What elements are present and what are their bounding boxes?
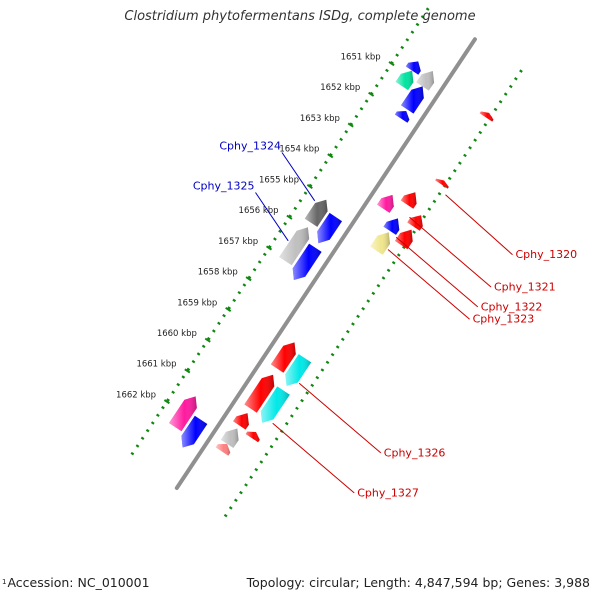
kbp-tick-label: 1653 kbp xyxy=(300,114,340,124)
kbp-tick xyxy=(225,306,232,312)
gene-label-leader xyxy=(395,236,479,308)
gene-label-leader xyxy=(255,192,289,242)
accession-text: Accession: NC_010001 xyxy=(7,575,150,590)
gene-label-leader xyxy=(298,382,382,454)
kbp-ticks: 1651 kbp 1652 kbp 1653 kbp 1654 kbp 1655 kbp… xyxy=(116,52,395,405)
gene-feature-shade xyxy=(220,428,239,448)
kbp-tick-label: 1659 kbp xyxy=(177,298,217,308)
gene-label-leader xyxy=(409,216,492,288)
gene-feature-shade xyxy=(233,413,249,430)
gene-feature-shade xyxy=(370,232,390,255)
gene-feature-shade xyxy=(479,111,494,122)
gene-label: Cphy_1322 xyxy=(481,300,543,313)
gene-label: Cphy_1326 xyxy=(384,446,446,459)
kbp-tick-label: 1658 kbp xyxy=(198,268,238,278)
map-title: Clostridium phytofermentans ISDg, comple… xyxy=(124,9,476,24)
start-marker: 1 xyxy=(2,578,7,586)
kbp-tick-label: 1656 kbp xyxy=(239,206,279,216)
gene-feature-shade xyxy=(400,192,417,209)
gene-label-leader xyxy=(387,249,470,320)
gene-features xyxy=(169,61,494,456)
gene-feature-shade xyxy=(435,178,449,189)
gene-feature-shade xyxy=(279,227,310,266)
genome-summary: Topology: circular; Length: 4,847,594 bp… xyxy=(246,575,590,590)
ruler-rings xyxy=(128,7,523,520)
gene-feature-shade xyxy=(169,396,197,432)
kbp-tick-label: 1655 kbp xyxy=(259,175,299,185)
kbp-tick-label: 1660 kbp xyxy=(157,329,197,339)
kbp-tick xyxy=(368,91,375,97)
gene-feature-shade xyxy=(244,374,275,413)
kbp-tick xyxy=(265,245,273,251)
gene-feature-shade xyxy=(181,415,208,448)
kbp-tick-label: 1654 kbp xyxy=(279,145,319,155)
gene-feature-shade xyxy=(317,212,342,244)
gene-label: Cphy_1320 xyxy=(516,248,578,261)
gene-feature-shade xyxy=(260,386,290,423)
kbp-tick xyxy=(204,337,211,343)
gene-feature-shade xyxy=(405,61,421,75)
gene-feature-shade xyxy=(416,71,435,91)
gene-label: Cphy_1325 xyxy=(193,180,255,193)
gene-feature-shade xyxy=(304,199,328,227)
gene-label: Cphy_1327 xyxy=(357,486,419,499)
gene-feature-shade xyxy=(395,229,413,250)
gene-label: Cphy_1321 xyxy=(494,281,556,294)
gene-feature-shade xyxy=(270,342,296,373)
kbp-tick-label: 1662 kbp xyxy=(116,391,156,401)
gene-label: Cphy_1323 xyxy=(473,313,535,326)
kbp-tick xyxy=(163,399,170,405)
kbp-tick xyxy=(245,276,252,282)
gene-feature-shade xyxy=(215,443,231,456)
kbp-tick xyxy=(286,214,293,220)
gene-feature-shade xyxy=(395,70,414,91)
gene-label-leader xyxy=(281,152,316,202)
gene-feature-shade xyxy=(401,86,424,114)
kbp-tick xyxy=(327,153,334,159)
kbp-tick-label: 1657 kbp xyxy=(218,237,258,247)
accession-footer: 1Accession: NC_010001 xyxy=(2,575,150,590)
kbp-tick xyxy=(306,184,313,190)
kbp-tick-label: 1661 kbp xyxy=(136,360,176,370)
kbp-tick xyxy=(347,122,354,128)
kbp-tick-label: 1651 kbp xyxy=(341,52,381,62)
gene-label: Cphy_1324 xyxy=(219,140,281,153)
inner-ruler-ring xyxy=(222,69,523,520)
gene-feature-shade xyxy=(245,431,260,443)
gene-feature-shade xyxy=(383,218,400,235)
gene-feature-shade xyxy=(377,194,394,213)
gene-label-leader xyxy=(445,194,513,256)
gene-feature-shade xyxy=(292,243,322,280)
genome-backbone xyxy=(174,37,477,490)
gene-label-leader xyxy=(272,422,355,494)
gene-feature-shade xyxy=(394,111,410,123)
gene-feature-shade xyxy=(285,354,312,386)
kbp-tick xyxy=(388,61,395,67)
kbp-tick-label: 1652 kbp xyxy=(320,83,360,93)
kbp-tick xyxy=(184,368,191,374)
